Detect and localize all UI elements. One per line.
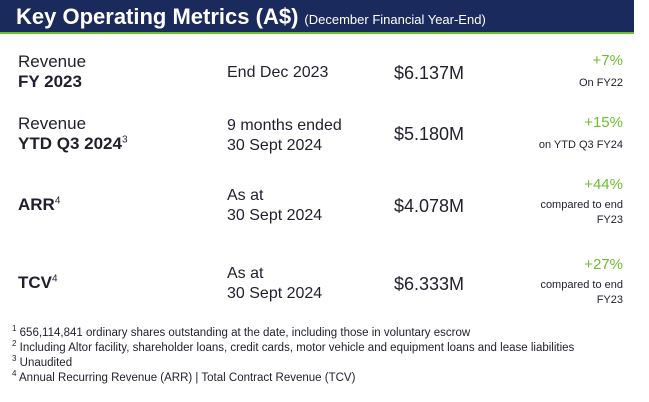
change-note-cont: FY23	[596, 294, 623, 306]
metric-change: +44% compared to end FY23	[540, 176, 623, 228]
metric-value: $6.137M	[394, 63, 465, 83]
footnote-2: 2 Including Altor facility, shareholder …	[12, 339, 575, 354]
metric-period-line1: End Dec 2023	[227, 64, 329, 81]
metric-period-line2: 30 Sept 2024	[227, 285, 323, 302]
header-bar: Key Operating Metrics (A$) (December Fin…	[0, 0, 634, 34]
metric-label: Revenue YTD Q3 20243	[18, 114, 128, 154]
metric-change: +27% compared to end FY23	[540, 256, 623, 308]
metric-change: +7% On FY22	[579, 52, 623, 91]
change-note: on YTD Q3 FY24	[538, 139, 623, 151]
footnote-4: 4 Annual Recurring Revenue (ARR) | Total…	[12, 369, 356, 384]
metric-row-revenue-ytd: Revenue YTD Q3 20243 9 months ended 30 S…	[0, 114, 649, 164]
metric-change: +15% on YTD Q3 FY24	[539, 114, 623, 153]
footnotes: 1 656,114,841 ordinary shares outstandin…	[12, 324, 575, 386]
change-percent: +15%	[584, 114, 623, 131]
change-percent: +7%	[592, 52, 623, 69]
metric-value: $5.180M	[394, 124, 465, 144]
metric-period: End Dec 2023	[227, 63, 328, 83]
metric-period-line2: 30 Sept 2024	[227, 137, 323, 154]
metric-label-line2: TCV	[18, 273, 52, 292]
footnote-ref: 4	[54, 195, 61, 207]
metric-label: Revenue FY 2023	[18, 52, 86, 92]
metric-label: TCV4	[18, 273, 58, 293]
footnote-ref: 4	[52, 273, 58, 285]
change-note: compared to end	[540, 199, 623, 211]
page-subtitle: (December Financial Year-End)	[304, 12, 486, 27]
change-note-cont: FY23	[596, 214, 623, 226]
metric-row-tcv: TCV4 As at 30 Sept 2024 $6.333M +27% com…	[0, 256, 649, 312]
change-percent: +27%	[584, 256, 623, 273]
metric-period-line1: As at	[227, 265, 264, 282]
change-percent: +44%	[584, 176, 623, 193]
footnote-1: 1 656,114,841 ordinary shares outstandin…	[12, 324, 471, 339]
metric-row-arr: ARR4 As at 30 Sept 2024 $4.078M +44% com…	[0, 176, 649, 232]
metric-row-revenue-fy2023: Revenue FY 2023 End Dec 2023 $6.137M +7%…	[0, 52, 649, 102]
footnote-ref: 3	[121, 134, 128, 146]
metric-value: $4.078M	[394, 196, 465, 216]
metric-label-line2: ARR	[18, 195, 55, 214]
metric-period: 9 months ended 30 Sept 2024	[227, 116, 342, 156]
metric-label-line1: Revenue	[18, 114, 87, 133]
page-title: Key Operating Metrics (A$)	[16, 4, 299, 29]
metric-period-line1: As at	[227, 187, 264, 204]
footnote-3: 3 Unaudited	[12, 354, 73, 369]
metric-period: As at 30 Sept 2024	[227, 264, 322, 304]
metric-label-line1: Revenue	[18, 52, 87, 71]
metric-label: ARR4	[18, 195, 60, 215]
metric-period-line1: 9 months ended	[227, 117, 342, 134]
change-note: On FY22	[578, 77, 623, 89]
metric-value: $6.333M	[394, 274, 465, 294]
change-note: compared to end	[540, 279, 623, 291]
metric-period-line2: 30 Sept 2024	[227, 207, 323, 224]
metric-label-line2: FY 2023	[18, 72, 82, 91]
metric-period: As at 30 Sept 2024	[227, 186, 322, 226]
metric-label-line2: YTD Q3 2024	[18, 134, 122, 153]
